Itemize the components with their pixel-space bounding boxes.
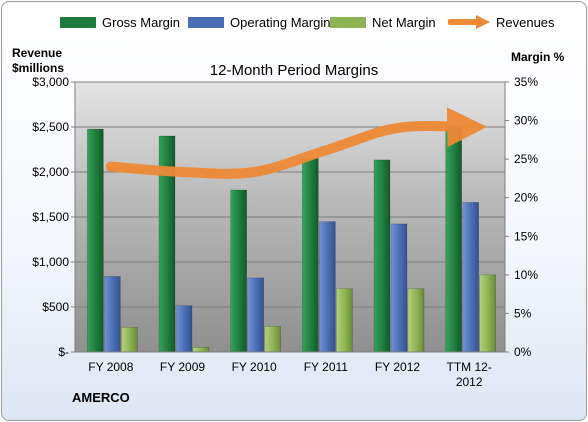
bar-gross-margin xyxy=(230,189,247,353)
legend-label-revenues: Revenues xyxy=(496,14,555,30)
bars-group xyxy=(87,125,496,353)
chart-title: 12-Month Period Margins xyxy=(209,62,379,79)
axes-group: $- $500 $1,000 $1,500 $2,000 $2,500 $3,000 0% 5%… xyxy=(32,75,538,389)
legend-item-operating-margin: Operating Margin xyxy=(188,14,330,30)
legend-arrow-icon xyxy=(448,15,490,29)
left-tick-label: $1,500 xyxy=(32,210,69,224)
bar-net-margin xyxy=(264,326,281,353)
bar-operating-margin xyxy=(319,221,336,353)
legend-label-net: Net Margin xyxy=(372,14,436,30)
legend-swatch-gross xyxy=(60,16,96,28)
legend-item-revenues: Revenues xyxy=(448,14,555,30)
legend-item-gross-margin: Gross Margin xyxy=(60,14,180,30)
revenue-line-group xyxy=(105,107,488,179)
legend-swatch-operating xyxy=(188,16,224,28)
legend-label-operating: Operating Margin xyxy=(230,14,331,30)
left-tick-label: $- xyxy=(58,345,69,359)
right-axis-title: Margin % xyxy=(511,50,565,64)
company-label: AMERCO xyxy=(72,390,130,405)
right-tick-label: 25% xyxy=(514,152,538,166)
bar-net-margin xyxy=(192,347,210,353)
bar-operating-margin xyxy=(390,223,408,353)
bar-net-margin xyxy=(121,327,138,353)
legend-item-net-margin: Net Margin xyxy=(330,14,436,30)
bar-gross-margin xyxy=(373,159,391,353)
left-tick-label: $2,000 xyxy=(32,165,69,179)
x-tick-label: TTM 12-2012 xyxy=(446,360,491,389)
x-tick-label: FY 2008 xyxy=(88,360,133,374)
bar-gross-margin xyxy=(302,158,319,353)
bar-operating-margin xyxy=(104,276,121,353)
bar-operating-margin xyxy=(462,202,479,353)
x-tick-label: FY 2009 xyxy=(160,360,205,374)
x-tick-label: FY 2012 xyxy=(375,360,420,374)
legend-label-gross: Gross Margin xyxy=(102,14,181,30)
left-axis-title: Revenue $millions xyxy=(12,46,64,76)
left-axis-title-line2: $millions xyxy=(12,61,65,75)
bar-operating-margin xyxy=(175,305,193,353)
bar-gross-margin xyxy=(87,128,104,353)
legend-swatch-net xyxy=(330,16,366,28)
right-tick-label: 5% xyxy=(514,306,532,320)
x-tick-label: FY 2010 xyxy=(232,360,277,374)
left-axis-title-line1: Revenue xyxy=(12,46,63,60)
left-tick-label: $1,000 xyxy=(32,255,69,269)
right-tick-label: 0% xyxy=(514,345,532,359)
legend: Gross Margin Operating Margin Net Margin… xyxy=(0,0,588,40)
right-tick-label: 20% xyxy=(514,191,538,205)
right-tick-label: 15% xyxy=(514,229,538,243)
right-tick-label: 10% xyxy=(514,268,538,282)
x-tick-label: FY 2011 xyxy=(304,360,349,374)
left-tick-label: $500 xyxy=(42,300,69,314)
bar-net-margin xyxy=(336,288,353,353)
right-tick-label: 35% xyxy=(514,75,538,89)
right-tick-label: 30% xyxy=(514,114,538,128)
revenue-line xyxy=(105,107,488,179)
left-tick-label: $3,000 xyxy=(32,75,69,89)
bar-net-margin xyxy=(407,288,425,353)
left-tick-label: $2,500 xyxy=(32,120,69,134)
bar-net-margin xyxy=(479,274,496,353)
bar-gross-margin xyxy=(445,125,462,353)
bar-operating-margin xyxy=(247,277,264,353)
